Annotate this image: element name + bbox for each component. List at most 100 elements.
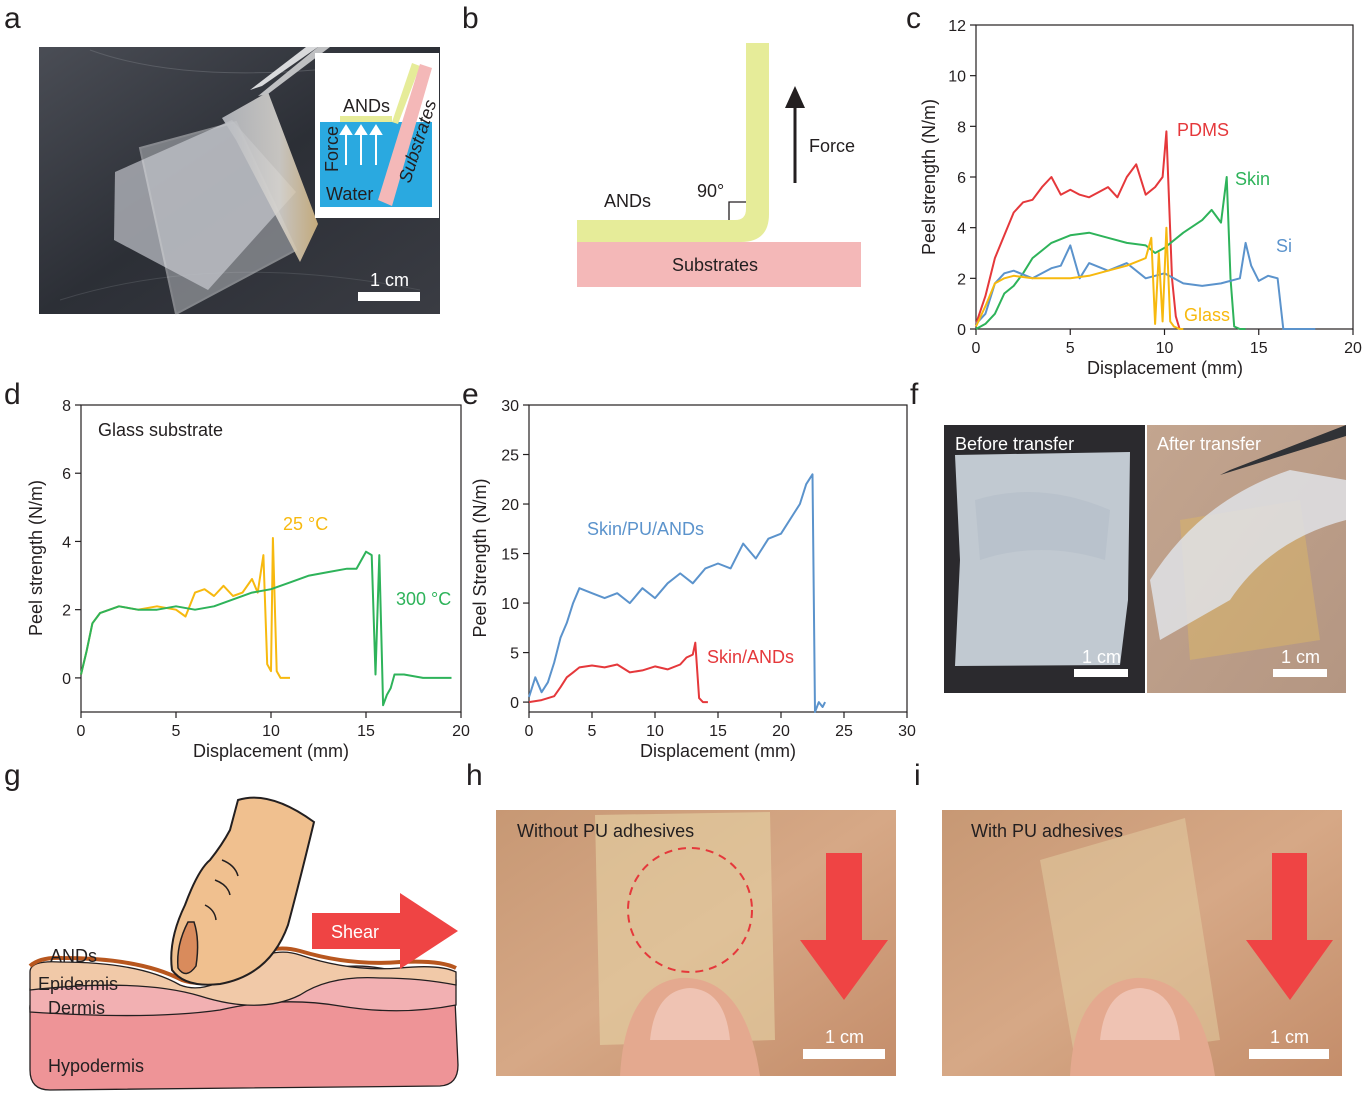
chart-e-ytick-label: 10	[501, 596, 519, 613]
series-label-25c: 25 °C	[283, 514, 328, 534]
chart-d-ytick-label: 2	[62, 603, 71, 620]
scalebar-f2	[1273, 669, 1327, 677]
chart-c-series-pdms	[975, 130, 1181, 330]
series-label-glass: Glass	[1184, 305, 1230, 325]
chart-e-xtick-label: 25	[835, 723, 853, 740]
dermis-label: Dermis	[48, 998, 105, 1018]
chart-e-ytick-label: 25	[501, 448, 519, 465]
chart-d-xtick-label: 15	[357, 723, 375, 740]
inset-force-label: Force	[322, 126, 342, 172]
ands-film-h	[595, 812, 775, 1045]
angle-label: 90°	[697, 181, 724, 201]
panel-i-title: With PU adhesives	[971, 821, 1123, 841]
chart-d: 0 5 10 15 20 0 2 4 6 8 Displacement (mm) Peel str…	[26, 398, 470, 761]
chart-e-xtick-label: 5	[588, 723, 597, 740]
chart-c-ytick-label: 12	[948, 18, 966, 35]
chart-c: 0 5 10 15 20 0 2 4 6 8 10 12 Displacement (mm) Peel…	[919, 18, 1362, 378]
chart-d-ytick-label: 0	[62, 671, 71, 688]
chart-c-ylabel: Peel strength (N/m)	[919, 99, 939, 255]
chart-e-xtick-label: 10	[646, 723, 664, 740]
chart-e-series-skin-ands	[528, 641, 708, 704]
ands-label: ANDs	[604, 191, 651, 211]
scalebar-a: 1 cm	[358, 270, 420, 301]
chart-d-ytick-label: 4	[62, 534, 71, 551]
scalebar-f2-label: 1 cm	[1281, 647, 1320, 667]
svg-text:1 cm: 1 cm	[370, 270, 409, 290]
scalebar-h-label: 1 cm	[825, 1027, 864, 1047]
finger-icon	[170, 796, 316, 986]
chart-c-series-si	[975, 241, 1316, 330]
damage-circle	[627, 847, 753, 973]
chart-e-ylabel: Peel Strength (N/m)	[470, 478, 490, 637]
chart-c-xtick-label: 0	[972, 340, 981, 357]
chart-e-ytick-label: 0	[510, 695, 519, 712]
scalebar-f1-label: 1 cm	[1082, 647, 1121, 667]
chart-c-ytick-label: 10	[948, 69, 966, 86]
panel-label-h: h	[466, 759, 483, 792]
series-label-si: Si	[1276, 236, 1292, 256]
chart-c-xtick-label: 5	[1066, 340, 1075, 357]
chart-d-annotation: Glass substrate	[98, 420, 223, 440]
panel-label-c: c	[906, 2, 921, 35]
chart-d-series-300-c	[80, 550, 452, 707]
substrate-block	[577, 242, 861, 287]
panel-label-i: i	[914, 759, 921, 792]
scalebar-i-label: 1 cm	[1270, 1027, 1309, 1047]
chart-c-xlabel: Displacement (mm)	[1087, 358, 1243, 378]
panel-h-photo: Without PU adhesives 1 cm	[496, 810, 896, 1076]
panel-label-g: g	[4, 759, 21, 792]
chart-e-ytick-label: 20	[501, 497, 519, 514]
chart-c-xtick-label: 10	[1156, 340, 1174, 357]
series-label-skin-ands: Skin/ANDs	[707, 647, 794, 667]
chart-c-ytick-label: 2	[957, 271, 966, 288]
series-label-skin: Skin	[1235, 169, 1270, 189]
series-label-pdms: PDMS	[1177, 120, 1229, 140]
after-transfer-label: After transfer	[1157, 434, 1261, 454]
chart-c-series-glass	[975, 226, 1184, 330]
tweezers-icon	[250, 47, 330, 96]
scalebar-h	[803, 1049, 885, 1059]
panel-i-photo: With PU adhesives 1 cm	[942, 810, 1342, 1076]
chart-e-ytick-label: 5	[510, 646, 519, 663]
panel-a-photo: ANDs Force Water Substrates 1 cm	[39, 47, 440, 316]
panel-label-e: e	[462, 378, 479, 411]
series-label-300c: 300 °C	[396, 589, 451, 609]
tweezers-icon	[1220, 425, 1346, 475]
chart-c-ytick-label: 4	[957, 221, 966, 238]
chart-c-xtick-label: 20	[1344, 340, 1362, 357]
scalebar-i	[1249, 1049, 1329, 1059]
epidermis-layer	[29, 951, 457, 1006]
panel-g-schematic: Shear ANDs Epidermis Dermis Hypodermis	[28, 796, 459, 1091]
inset-water-label: Water	[326, 184, 373, 204]
panel-label-d: d	[4, 378, 21, 411]
force-arrow-icon	[785, 86, 805, 183]
chart-e-ytick-label: 15	[501, 547, 519, 564]
chart-d-ytick-label: 8	[62, 398, 71, 415]
panel-labels: a b c d e f g h i	[4, 2, 921, 792]
force-label: Force	[809, 136, 855, 156]
chart-d-xlabel: Displacement (mm)	[193, 741, 349, 761]
epidermis-label: Epidermis	[38, 974, 118, 994]
chart-e: 0 5 10 15 20 25 30 0 5 10 15 20 25 30 Displacement (m…	[470, 398, 916, 761]
chart-e-xtick-label: 20	[772, 723, 790, 740]
ands-strip	[577, 43, 769, 242]
hypodermis-label: Hypodermis	[48, 1056, 144, 1076]
chart-c-ytick-label: 0	[957, 322, 966, 339]
scalebar-f1	[1074, 669, 1128, 677]
inset-force-arrows-icon	[339, 124, 383, 165]
chart-d-xtick-label: 0	[77, 723, 86, 740]
chart-e-xlabel: Displacement (mm)	[640, 741, 796, 761]
chart-e-xtick-label: 0	[525, 723, 534, 740]
chart-d-ytick-label: 6	[62, 466, 71, 483]
panel-a-inset: ANDs Force Water Substrates	[315, 53, 440, 218]
chart-d-ylabel: Peel strength (N/m)	[26, 480, 46, 636]
panel-label-a: a	[4, 2, 21, 35]
shear-arrow-icon	[312, 893, 458, 969]
down-arrow-icon	[1246, 853, 1333, 1000]
series-label-skin-pu-ands: Skin/PU/ANDs	[587, 519, 704, 539]
chart-e-series-skin-pu-ands	[528, 473, 826, 713]
inset-ands-label: ANDs	[343, 96, 390, 116]
chart-e-xtick-label: 30	[898, 723, 916, 740]
panel-b-schematic: ANDs 90° Substrates Force	[577, 43, 861, 287]
